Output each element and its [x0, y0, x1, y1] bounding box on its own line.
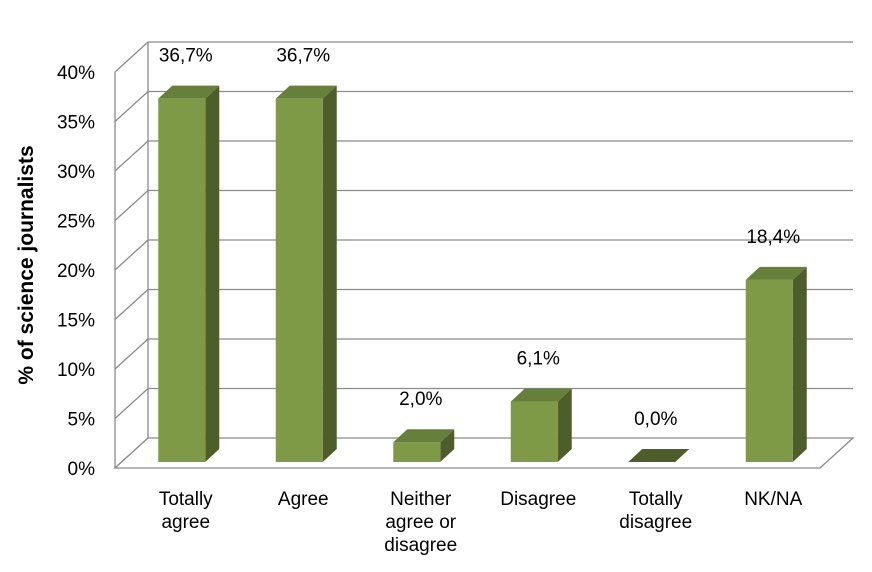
y-tick-label: 20%: [57, 261, 95, 282]
bar: [158, 85, 220, 463]
gridline-diagonal: [114, 239, 149, 271]
gridline-diagonal: [114, 338, 149, 370]
data-labels: 36,7% 36,7% 2,0% 6,1% 0,0% 18,4%: [159, 46, 800, 430]
bar-top: [745, 266, 807, 280]
gridline-diagonal: [114, 388, 149, 419]
x-category-label: Totally agree: [159, 489, 213, 533]
x-category-labels: Totally agree Agree Neither agree or disagree…: [159, 489, 803, 556]
bar-front: [510, 401, 558, 462]
axes: [113, 42, 855, 469]
bar: [393, 429, 455, 462]
x-category-label: Neither agree or disagree: [384, 489, 457, 556]
y-tick-label: 25%: [57, 212, 95, 233]
y-tick-labels: 0% 5% 10% 15% 20% 25% 30% 35% 40%: [57, 63, 95, 480]
x-category-label: Disagree: [500, 489, 576, 510]
data-label: 18,4%: [746, 227, 800, 248]
bar-top: [393, 429, 455, 443]
bars: [158, 85, 807, 463]
bar: [275, 85, 337, 463]
x-category-label: NK/NA: [744, 489, 802, 510]
data-label: 2,0%: [399, 389, 442, 410]
gridline-diagonal: [114, 91, 149, 122]
bar: [510, 388, 572, 462]
gridline-diagonal: [114, 289, 149, 320]
bar: [745, 266, 807, 462]
y-tick-label: 15%: [57, 311, 95, 332]
y-tick-label: 0%: [68, 459, 96, 480]
y-tick-label: 40%: [57, 63, 95, 84]
x-category-label: Totally disagree: [619, 489, 692, 533]
bar-side: [792, 266, 807, 462]
y-tick-label: 10%: [57, 360, 95, 381]
y-tick-label: 35%: [57, 113, 95, 134]
x-category-label: Agree: [278, 489, 329, 510]
bar-top: [510, 388, 572, 402]
bar-side: [557, 388, 572, 462]
data-label: 0,0%: [634, 409, 677, 430]
bar-front: [745, 279, 793, 462]
bar-side: [322, 85, 337, 463]
gridline-diagonal: [114, 190, 149, 221]
bar: [628, 449, 690, 462]
gridlines: [114, 41, 853, 469]
y-axis-title: % of science journalists: [15, 145, 38, 384]
bar-top: [275, 85, 337, 99]
gridline-diagonal: [114, 140, 149, 172]
bar-front: [393, 442, 441, 462]
bar-front: [275, 98, 323, 463]
bar-side: [440, 429, 455, 462]
data-label: 36,7%: [276, 46, 330, 67]
bar-side: [205, 85, 220, 463]
bar-top: [158, 85, 220, 99]
floor-plane: [113, 437, 855, 469]
gridline-diagonal: [114, 41, 149, 73]
y-tick-label: 30%: [57, 162, 95, 183]
data-label: 36,7%: [159, 46, 213, 67]
data-label: 6,1%: [517, 349, 560, 370]
y-tick-label: 5%: [68, 410, 96, 431]
bar-front: [158, 98, 206, 463]
bar-top: [628, 449, 690, 462]
